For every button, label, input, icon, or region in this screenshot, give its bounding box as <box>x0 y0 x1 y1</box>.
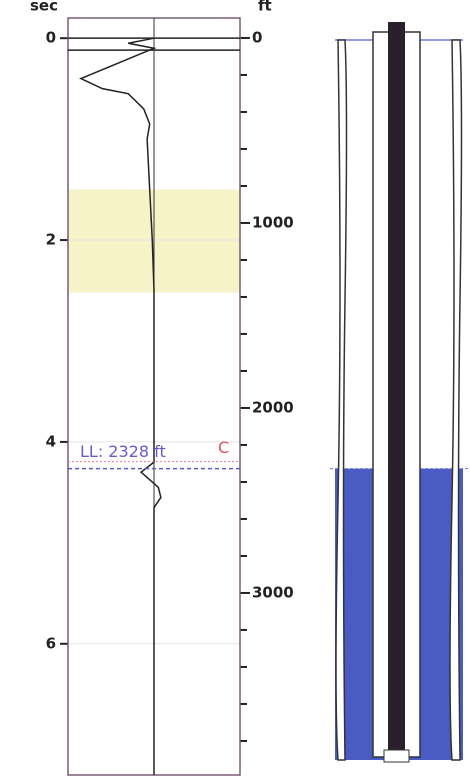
y-axis-label: sec <box>30 0 58 15</box>
trace <box>81 38 161 775</box>
wellbore <box>330 22 468 762</box>
marker-label: C <box>218 438 229 457</box>
rod <box>388 22 405 750</box>
y-tick-label: 4 <box>46 432 56 450</box>
y2-tick-label: 1000 <box>252 213 294 231</box>
y2-tick-label: 3000 <box>252 583 294 601</box>
acoustic-log: sec ft 0 2 4 6 0 1000 2000 3000 LL: 2328 ft C <box>0 0 470 780</box>
y2-axis-label: ft <box>258 0 272 15</box>
y-tick-label: 6 <box>46 634 56 652</box>
liquid-level-label: LL: 2328 ft <box>80 442 166 461</box>
y-tick-label: 2 <box>46 231 56 249</box>
y2-tick-label: 0 <box>252 28 262 46</box>
y2-tick-label: 2000 <box>252 398 294 416</box>
pump <box>384 750 409 762</box>
y-tick-label: 0 <box>46 29 56 47</box>
